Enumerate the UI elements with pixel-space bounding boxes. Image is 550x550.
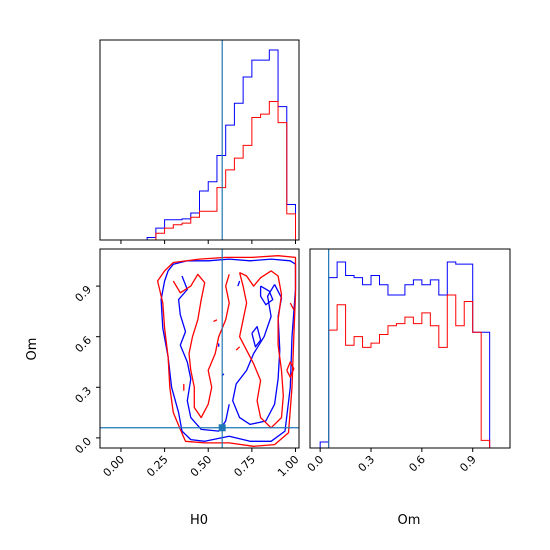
contour-red-6 [235, 346, 241, 351]
contour-blue-5 [237, 280, 241, 287]
x-axis-label-om: Om [398, 513, 421, 528]
contour-blue-2 [232, 284, 283, 426]
x-axis-label-h0: H0 [190, 513, 208, 528]
om-x-tick-label: 0.3 [356, 453, 378, 475]
h0-hist-blue [120, 49, 297, 241]
om-tick-label: 0.0 [73, 435, 95, 457]
h0-tick-label: 1.00 [275, 453, 302, 480]
om-marginal-frame [309, 248, 511, 449]
contour-red-0 [156, 255, 297, 447]
h0-tick-label: 0.50 [188, 453, 215, 480]
om-marginal-panel: 0.0 0.3 0.6 0.9 [305, 248, 511, 475]
h0-om-joint-panel: 0.00 0.25 0.50 0.75 1.00 0.0 0.3 0.6 0.9 [73, 248, 302, 480]
h0-hist-red [120, 101, 297, 241]
contour-blue-3 [259, 285, 274, 306]
contour-red-2 [238, 270, 284, 429]
om-tick-label: 0.9 [73, 283, 95, 305]
om-x-tick-label: 0.0 [305, 453, 327, 475]
om-tick-label: 0.6 [73, 334, 95, 356]
contour-red-3 [289, 302, 295, 311]
om-hist-red [320, 294, 491, 449]
h0-marginal-panel [99, 39, 300, 244]
h0-tick-label: 0.25 [144, 453, 171, 480]
h0-tick-label: 0.00 [101, 453, 128, 480]
om-x-tick-label: 0.6 [406, 453, 428, 475]
contour-blue-1 [177, 275, 230, 432]
contour-group [156, 255, 297, 447]
joint-frame [99, 248, 300, 449]
h0-marginal-frame [99, 39, 300, 241]
om-hist-blue [319, 261, 491, 448]
contour-blue-4 [251, 325, 262, 348]
truth-marker [218, 424, 226, 432]
contour-red-4 [286, 361, 295, 378]
om-x-tick-label: 0.9 [457, 453, 479, 475]
om-tick-label: 0.3 [73, 384, 95, 406]
contour-red-7 [213, 319, 218, 323]
y-axis-label-om: Om [25, 338, 40, 361]
h0-tick-label: 0.75 [231, 453, 258, 480]
